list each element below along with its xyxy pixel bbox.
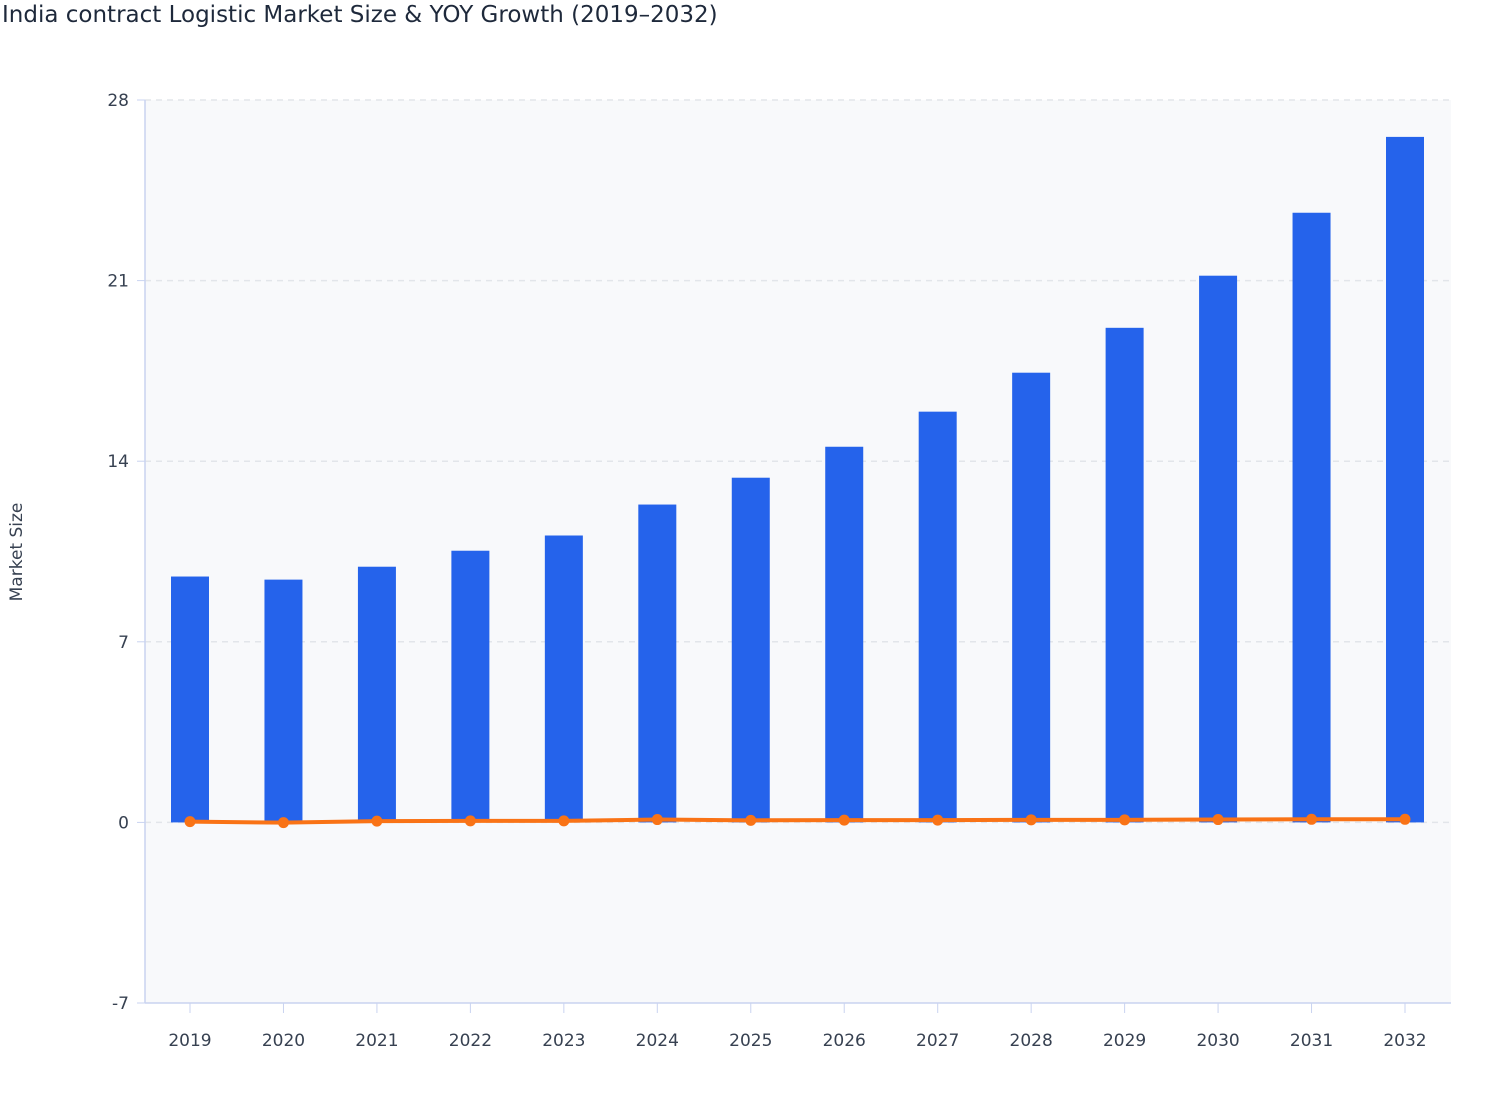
growth-point-2025 [745,814,757,826]
y-tick-label: 21 [107,272,129,292]
x-tick-label: 2031 [1290,1031,1333,1051]
x-tick-label: 2026 [823,1031,866,1051]
growth-point-2024 [651,814,663,826]
bar-2023 [544,535,583,823]
growth-point-2023 [558,815,570,827]
y-tick-label: 28 [107,91,129,111]
bar-2030 [1199,275,1238,823]
x-tick-label: 2021 [355,1031,398,1051]
growth-point-2030 [1212,814,1224,826]
bar-2027 [918,411,957,823]
bar-2019 [171,576,209,823]
x-tick-label: 2028 [1010,1031,1053,1051]
growth-point-2032 [1399,813,1411,825]
x-tick-label: 2024 [636,1031,679,1051]
growth-point-2022 [464,815,476,827]
chart-title: India contract Logistic Market Size & YO… [2,2,718,28]
growth-point-2031 [1306,813,1318,825]
bar-2028 [1012,372,1051,823]
x-tick-label: 2023 [542,1031,585,1051]
x-tick-label: 2029 [1103,1031,1146,1051]
bar-2029 [1105,327,1144,823]
growth-point-2028 [1025,814,1037,826]
bar-2020 [264,579,303,823]
growth-point-2020 [277,817,289,829]
x-tick-label: 2019 [168,1031,211,1051]
y-tick-label: 7 [118,633,129,653]
growth-point-2021 [371,815,383,827]
y-axis-label: Market Size [7,503,27,602]
bar-2031 [1292,212,1331,823]
bar-2022 [451,550,490,823]
y-tick-label: 14 [107,452,129,472]
y-tick-label: -7 [112,994,129,1014]
growth-point-2029 [1119,814,1131,826]
bar-2021 [357,566,396,823]
bar-2026 [825,446,864,823]
x-tick-label: 2030 [1196,1031,1239,1051]
growth-point-2019 [184,816,196,828]
x-tick-label: 2025 [729,1031,772,1051]
y-tick-label: 0 [118,813,129,833]
bar-2024 [638,504,677,823]
x-tick-label: 2032 [1383,1031,1426,1051]
growth-line [189,817,1405,825]
x-tick-label: 2022 [449,1031,492,1051]
x-tick-label: 2020 [262,1031,305,1051]
bar-2025 [731,477,770,823]
growth-point-2027 [932,814,944,826]
x-tick-label: 2027 [916,1031,959,1051]
growth-point-2026 [838,814,850,826]
bar-2032 [1386,136,1424,823]
plot-background [145,100,1451,1003]
